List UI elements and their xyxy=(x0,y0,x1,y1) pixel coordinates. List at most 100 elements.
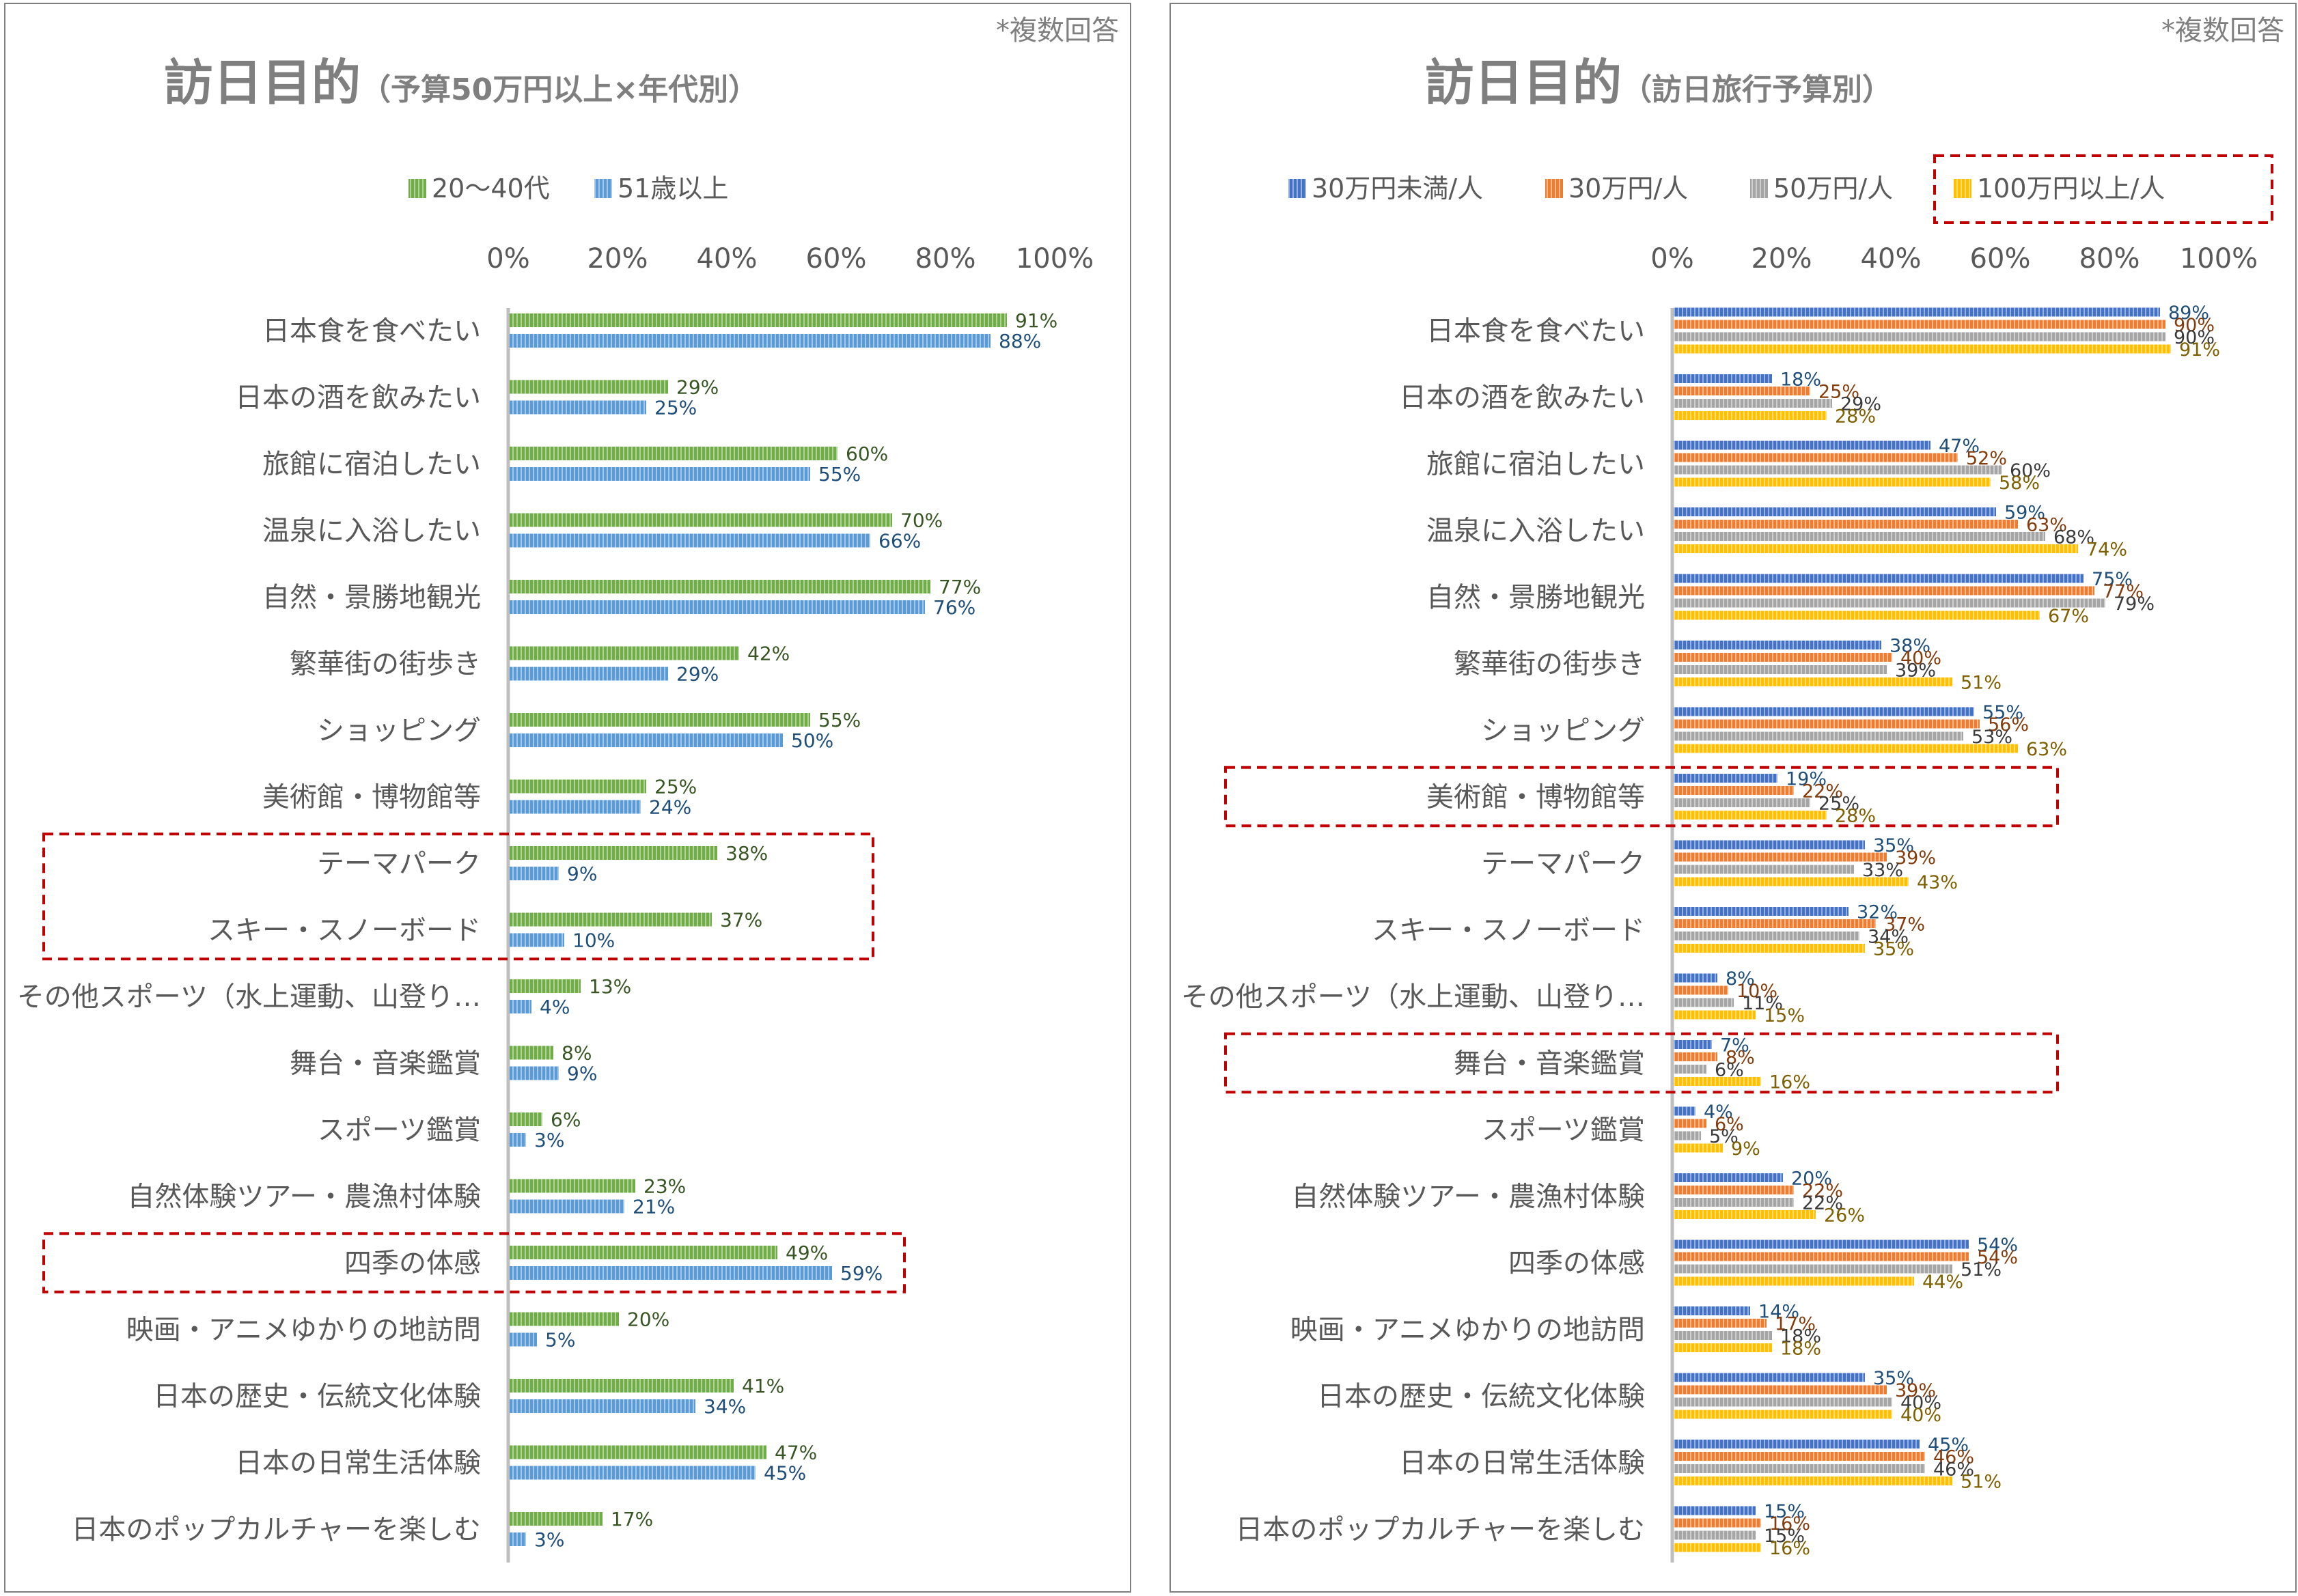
bar-1 xyxy=(510,667,668,681)
data-label-0: 70% xyxy=(900,509,943,532)
bar-0 xyxy=(510,1179,635,1193)
data-label-1: 10% xyxy=(572,929,615,952)
chart-subtitle: （訪日旅行予算別） xyxy=(1622,72,1892,107)
data-label-0: 13% xyxy=(589,975,631,998)
bar-1 xyxy=(1674,852,1887,862)
data-label-1: 88% xyxy=(999,330,1041,352)
bar-1 xyxy=(510,533,870,548)
category-label: 自然・景勝地観光 xyxy=(1426,582,1645,613)
data-label-3: 43% xyxy=(1917,872,1958,893)
chart-title-main: 訪日目的 xyxy=(164,54,361,111)
data-label-2: 90% xyxy=(2174,327,2215,348)
bar-3 xyxy=(1674,1077,1761,1086)
data-label-0: 38% xyxy=(725,842,768,865)
bar-2 xyxy=(1674,731,1963,741)
bar-3 xyxy=(1674,1476,1952,1485)
data-label-0: 55% xyxy=(1982,702,2023,723)
data-label-2: 18% xyxy=(1780,1326,1821,1347)
category-label: 映画・アニメゆかりの地訪問 xyxy=(126,1315,481,1346)
category-label: 自然・景勝地観光 xyxy=(262,582,481,613)
data-label-1: 3% xyxy=(534,1528,564,1551)
data-label-1: 39% xyxy=(1895,848,1936,869)
bar-2 xyxy=(1674,998,1734,1007)
legend-label-0: 20～40代 xyxy=(432,173,550,204)
x-tick-label: 20% xyxy=(587,243,648,275)
data-label-0: 23% xyxy=(643,1175,686,1198)
bar-0 xyxy=(510,580,930,593)
category-label: スキー・スノーボード xyxy=(1372,915,1645,947)
data-label-0: 41% xyxy=(742,1375,784,1397)
bar-2 xyxy=(1674,465,2002,475)
data-label-0: 8% xyxy=(1726,968,1755,990)
data-label-0: 7% xyxy=(1720,1035,1749,1056)
bar-1 xyxy=(510,1000,531,1013)
bar-3 xyxy=(1674,1276,1914,1286)
bar-0 xyxy=(1674,774,1777,783)
category-highlight-box xyxy=(1224,766,2059,828)
data-label-1: 10% xyxy=(1736,981,1777,1002)
bar-0 xyxy=(510,1246,777,1259)
bar-0 xyxy=(1674,1240,1969,1249)
category-highlight-box xyxy=(42,832,874,961)
data-label-1: 6% xyxy=(1715,1114,1744,1135)
bar-0 xyxy=(1674,1173,1783,1182)
bar-3 xyxy=(1674,944,1865,953)
data-label-0: 89% xyxy=(2168,303,2209,324)
data-label-1: 77% xyxy=(2103,581,2144,602)
data-label-1: 17% xyxy=(1775,1314,1816,1335)
data-label-1: 34% xyxy=(704,1395,746,1418)
bar-1 xyxy=(510,1266,832,1280)
chart-title: 訪日目的（予算50万円以上×年代別） xyxy=(164,54,758,111)
x-tick-label: 20% xyxy=(1752,243,1812,275)
legend-label-1: 51歳以上 xyxy=(618,173,728,204)
data-label-0: 54% xyxy=(1977,1235,2018,1256)
x-tick-label: 0% xyxy=(1650,243,1693,275)
x-tick-label: 40% xyxy=(1861,243,1922,275)
bar-1 xyxy=(1674,719,1980,729)
category-label: 繁華街の街歩き xyxy=(290,649,481,680)
bar-0 xyxy=(510,713,810,727)
bar-1 xyxy=(510,867,559,880)
category-label: 日本食を食べたい xyxy=(262,316,481,347)
category-label: スポーツ鑑賞 xyxy=(1482,1115,1645,1146)
bar-0 xyxy=(1674,374,1772,383)
bar-0 xyxy=(1674,840,1865,850)
data-label-1: 54% xyxy=(1977,1247,2018,1268)
bar-3 xyxy=(1674,1210,1816,1219)
bar-1 xyxy=(1674,1319,1767,1328)
bar-1 xyxy=(1674,919,1876,928)
data-label-0: 77% xyxy=(939,576,981,598)
data-label-3: 16% xyxy=(1769,1538,1810,1559)
bar-1 xyxy=(1674,1385,1887,1395)
data-label-0: 49% xyxy=(786,1242,828,1264)
bar-2 xyxy=(1674,399,1832,408)
data-label-1: 46% xyxy=(1933,1447,1974,1468)
data-label-1: 5% xyxy=(545,1329,575,1352)
category-label: 自然体験ツアー・農漁村体験 xyxy=(1291,1181,1645,1213)
category-label: 日本の日常生活体験 xyxy=(1399,1448,1645,1479)
bar-0 xyxy=(1674,1106,1695,1116)
bar-2 xyxy=(1674,1065,1706,1074)
category-label: スポーツ鑑賞 xyxy=(318,1115,481,1146)
note-multiple-answers: *複数回答 xyxy=(996,15,1119,46)
category-label: 日本食を食べたい xyxy=(1426,316,1645,347)
data-label-3: 9% xyxy=(1731,1138,1760,1160)
bar-2 xyxy=(1674,798,1810,807)
x-tick-label: 60% xyxy=(1970,243,2031,275)
bar-2 xyxy=(1674,1264,1952,1274)
bar-1 xyxy=(510,1066,559,1080)
bar-1 xyxy=(1674,453,1958,462)
category-label: 美術館・博物館等 xyxy=(1426,782,1645,813)
bar-2 xyxy=(1674,1131,1701,1140)
data-label-2: 51% xyxy=(1961,1259,2002,1280)
category-label: その他スポーツ（水上運動、山登り… xyxy=(17,981,481,1013)
data-label-1: 40% xyxy=(1900,648,1941,669)
data-label-1: 55% xyxy=(818,463,861,486)
data-label-1: 16% xyxy=(1769,1513,1810,1535)
data-label-1: 9% xyxy=(567,863,597,885)
bar-3 xyxy=(1674,1410,1892,1419)
bar-1 xyxy=(1674,320,2165,329)
data-label-0: 60% xyxy=(846,443,888,465)
chart-subtitle: （予算50万円以上×年代別） xyxy=(361,72,758,107)
bar-3 xyxy=(1674,477,1991,487)
